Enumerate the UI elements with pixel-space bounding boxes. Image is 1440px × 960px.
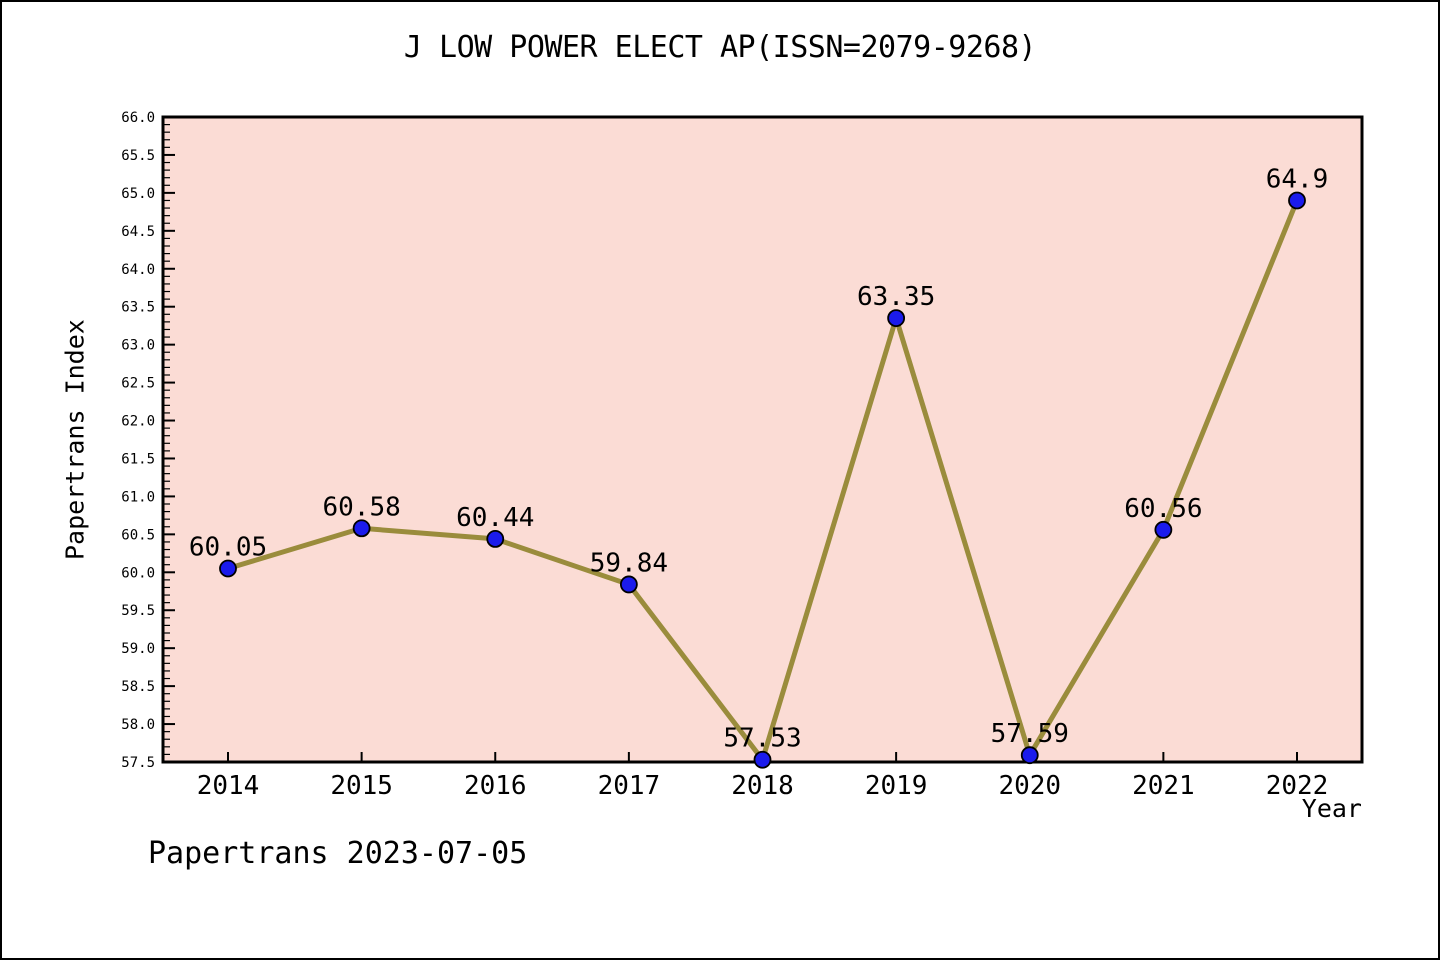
y-tick-label: 65.5 bbox=[121, 148, 155, 164]
x-tick-label: 2021 bbox=[1132, 771, 1195, 801]
plot-background bbox=[163, 117, 1362, 762]
y-tick-label: 59.0 bbox=[121, 641, 155, 657]
data-point-label: 57.59 bbox=[991, 719, 1069, 749]
y-tick-label: 59.5 bbox=[121, 603, 155, 619]
data-point bbox=[1288, 191, 1306, 210]
data-point-label: 57.53 bbox=[723, 724, 801, 754]
y-tick-label: 62.5 bbox=[121, 376, 155, 392]
data-point bbox=[753, 750, 772, 769]
data-point bbox=[1020, 746, 1039, 765]
y-tick-label: 64.5 bbox=[121, 224, 155, 240]
data-point bbox=[352, 519, 371, 538]
data-point-label: 60.56 bbox=[1124, 494, 1202, 524]
y-tick-label: 60.0 bbox=[121, 565, 155, 581]
data-point bbox=[1154, 520, 1173, 539]
y-tick-label: 60.5 bbox=[121, 527, 155, 543]
data-point-label: 60.58 bbox=[322, 492, 400, 522]
data-point-label: 64.9 bbox=[1266, 164, 1329, 194]
x-tick-label: 2019 bbox=[865, 771, 928, 801]
data-point bbox=[887, 309, 906, 327]
y-tick-label: 64.0 bbox=[121, 262, 155, 278]
x-tick-label: 2015 bbox=[330, 771, 393, 801]
x-axis-title: Year bbox=[1301, 794, 1362, 823]
y-tick-label: 63.5 bbox=[121, 300, 155, 316]
y-tick-label: 66.0 bbox=[121, 110, 155, 126]
data-point-label: 59.84 bbox=[590, 548, 668, 578]
y-tick-label: 58.5 bbox=[121, 679, 155, 695]
x-tick-label: 2014 bbox=[197, 771, 260, 801]
data-point bbox=[486, 530, 505, 548]
data-point bbox=[619, 575, 638, 594]
y-tick-label: 62.0 bbox=[121, 414, 155, 430]
y-tick-label: 65.0 bbox=[121, 186, 155, 202]
data-point-label: 63.35 bbox=[857, 282, 935, 312]
chart-title: J LOW POWER ELECT AP(ISSN=2079-9268) bbox=[403, 30, 1037, 65]
y-tick-label: 61.5 bbox=[121, 451, 155, 467]
x-tick-label: 2016 bbox=[464, 771, 527, 801]
x-tick-label: 2018 bbox=[731, 771, 794, 801]
x-tick-label: 2020 bbox=[998, 771, 1061, 801]
y-tick-label: 58.0 bbox=[121, 717, 155, 733]
y-tick-label: 61.0 bbox=[121, 489, 155, 505]
data-point-label: 60.05 bbox=[189, 533, 267, 563]
data-point-label: 60.44 bbox=[456, 503, 534, 533]
y-tick-label: 57.5 bbox=[121, 755, 155, 771]
x-tick-label: 2022 bbox=[1266, 771, 1329, 801]
watermark-text: Papertrans 2023-07-05 bbox=[148, 836, 528, 871]
data-point bbox=[219, 559, 237, 578]
x-tick-label: 2017 bbox=[598, 771, 661, 801]
y-tick-label: 63.0 bbox=[121, 338, 155, 354]
